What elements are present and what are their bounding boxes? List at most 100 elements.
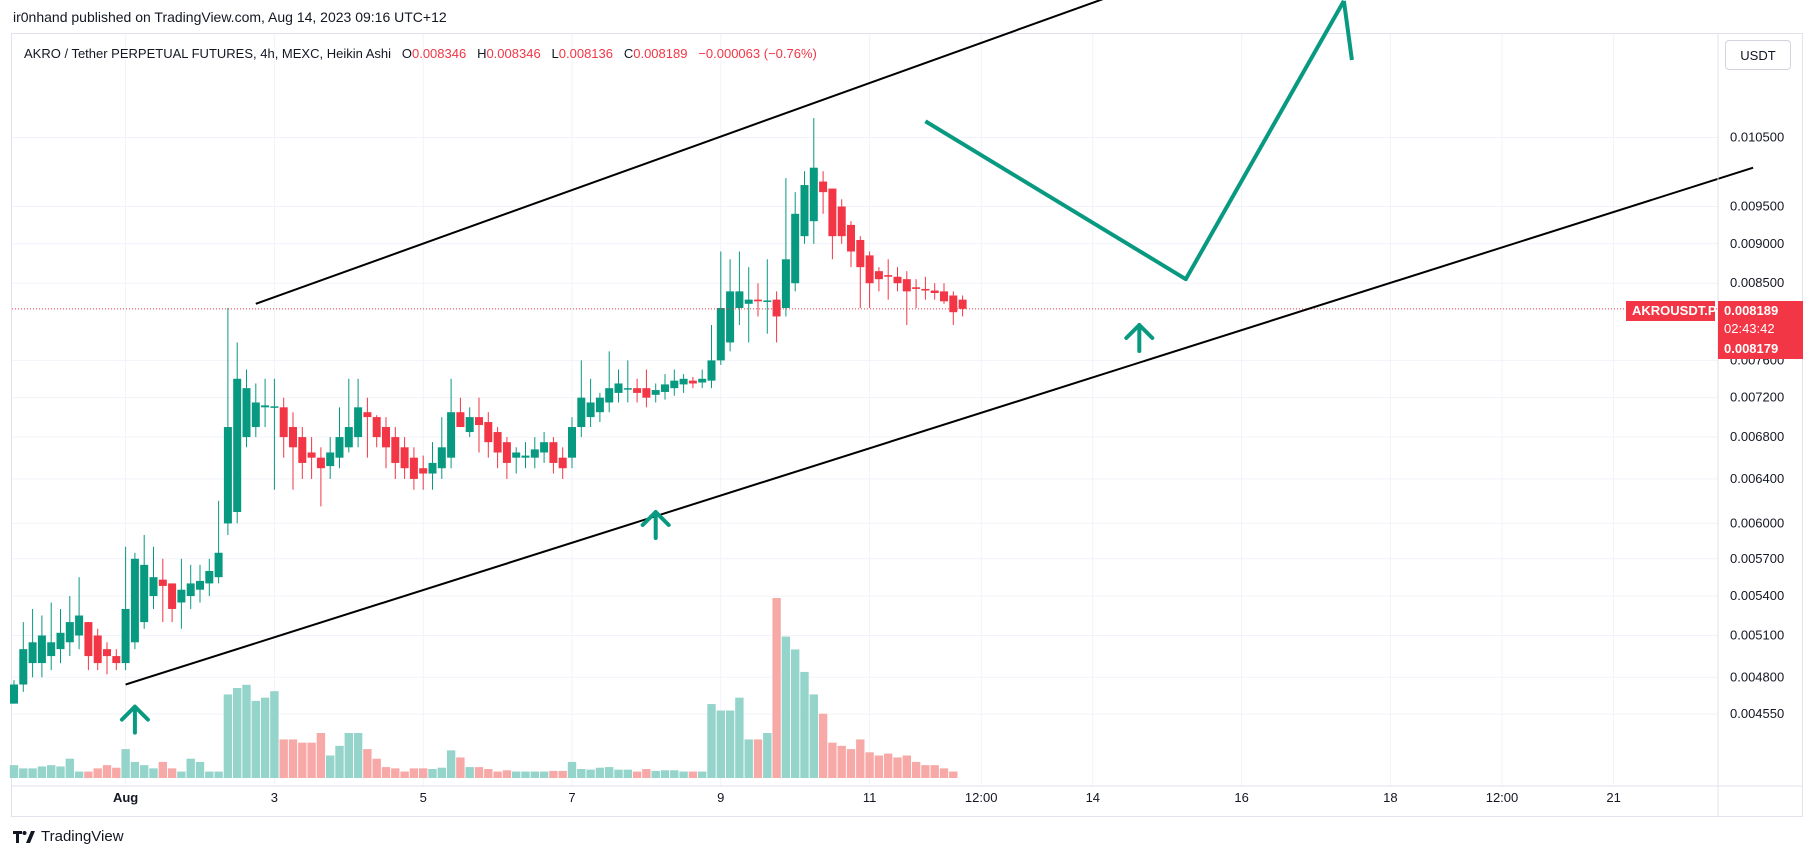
candle-body	[586, 402, 595, 418]
footer-brand-label: TradingView	[41, 828, 124, 845]
candle-body	[661, 384, 669, 392]
bar-countdown: 02:43:42	[1718, 319, 1803, 339]
volume-bar	[530, 771, 539, 778]
candle-body	[772, 299, 781, 317]
volume-bar	[642, 769, 651, 778]
volume-bar	[391, 768, 400, 778]
volume-bar	[577, 769, 586, 778]
volume-bar	[549, 770, 558, 778]
price-tick-label: 0.005100	[1730, 627, 1784, 642]
candle-body	[614, 383, 623, 393]
last-price-tag: 0.008189	[1718, 301, 1803, 321]
volume-bar	[37, 766, 47, 778]
volume-bar	[260, 697, 270, 778]
candle-body	[847, 224, 855, 252]
volume-bar	[763, 733, 772, 778]
volume-bars	[9, 598, 958, 778]
volume-bar	[177, 771, 186, 778]
volume-bar	[140, 765, 149, 778]
volume-bar	[865, 752, 874, 778]
candle-body	[84, 622, 93, 657]
candle-body	[103, 649, 111, 657]
volume-bar	[288, 739, 298, 778]
volume-bar	[521, 771, 530, 778]
candle-body	[37, 635, 46, 664]
volume-bar	[251, 700, 260, 778]
candle-body	[633, 388, 642, 393]
time-tick-label: 16	[1234, 790, 1248, 805]
candle-body	[298, 437, 307, 463]
candle-body	[902, 279, 911, 292]
candle-body	[716, 307, 725, 361]
projection-path-tail	[1341, 0, 1354, 61]
volume-bar	[93, 768, 102, 778]
legend-symbol: AKRO / Tether PERPETUAL FUTURES, 4h, MEX…	[24, 46, 392, 61]
price-tick-label: 0.006000	[1730, 515, 1784, 530]
volume-bar	[102, 765, 112, 778]
volume-bar	[902, 755, 911, 778]
candle-body	[121, 608, 130, 664]
candle-body	[884, 275, 893, 277]
candle-body	[484, 422, 493, 443]
candle-body	[502, 442, 511, 463]
candle-body	[47, 642, 56, 657]
volume-bar	[502, 770, 512, 778]
volume-bar	[47, 765, 56, 778]
legend-high-value: 0.008346	[486, 46, 541, 61]
volume-bar	[921, 765, 930, 778]
volume-bar	[595, 767, 605, 778]
volume-bar	[623, 769, 632, 778]
candle-body	[475, 417, 483, 426]
footer-brand[interactable]: TradingView	[13, 828, 124, 845]
time-tick-label: 12:00	[965, 790, 998, 805]
up-arrow-icon	[119, 704, 150, 735]
price-tick-label: 0.005400	[1730, 588, 1784, 603]
trendline	[125, 166, 1754, 686]
volume-bar	[279, 739, 288, 778]
candle-body	[363, 412, 372, 418]
volume-bar	[698, 771, 707, 778]
candle-body	[893, 276, 902, 284]
candle-body	[289, 427, 297, 448]
price-tick-label: 0.009500	[1730, 199, 1784, 214]
candle-body	[493, 432, 502, 453]
candle-body	[809, 167, 818, 222]
candle-body	[233, 378, 242, 513]
volume-bar	[149, 768, 158, 778]
candle-body	[437, 447, 446, 469]
volume-bar	[716, 710, 725, 778]
legend-open-label: O	[401, 46, 412, 61]
candle-body	[335, 437, 344, 458]
volume-bar	[65, 758, 74, 778]
currency-unit-button[interactable]: USDT	[1725, 40, 1791, 70]
candle-body	[214, 552, 223, 578]
candle-body	[930, 290, 939, 294]
candle-body	[605, 388, 614, 403]
volume-bar	[586, 769, 595, 778]
volume-bar	[800, 671, 809, 778]
volume-bar	[809, 694, 818, 778]
candle-body	[465, 417, 474, 433]
candle-body	[261, 405, 270, 408]
legend-change: −0.000063 (−0.76%)	[698, 46, 817, 61]
candle-body	[130, 558, 139, 643]
volume-bar	[679, 771, 688, 778]
time-tick-label: 14	[1086, 790, 1100, 805]
candle-body	[707, 360, 716, 381]
candle-body	[949, 295, 958, 313]
candle-body	[549, 442, 558, 463]
volume-bar	[856, 739, 865, 778]
candle-body	[140, 564, 149, 623]
volume-bar	[205, 771, 214, 778]
legend-low-value: 0.008136	[558, 46, 613, 61]
volume-bar	[372, 758, 381, 778]
volume-bar	[688, 771, 698, 778]
volume-bar	[735, 697, 744, 778]
candle-body	[428, 462, 437, 474]
volume-bar	[195, 761, 205, 778]
volume-bar	[744, 739, 753, 778]
candle-body	[196, 580, 204, 590]
volume-bar	[949, 771, 958, 778]
projection-path	[924, 0, 1346, 282]
